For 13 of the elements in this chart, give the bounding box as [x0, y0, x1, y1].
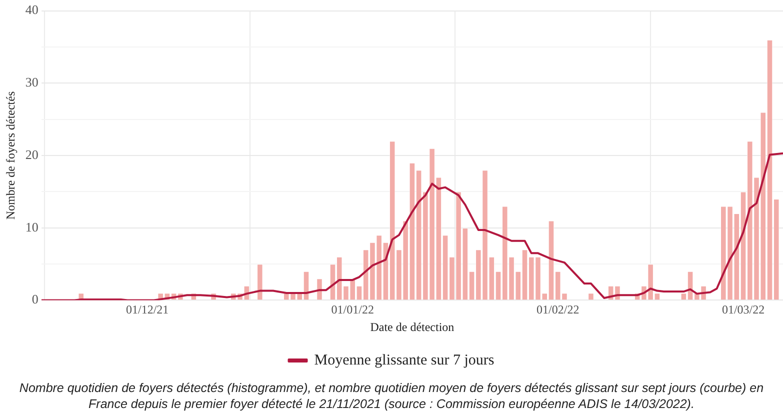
x-tick-label: 01/12/21 — [126, 302, 169, 317]
x-tick-label: 01/03/22 — [722, 302, 765, 317]
y-axis-title: Nombre de foyers détectés — [3, 91, 18, 220]
y-tick-label: 40 — [25, 2, 38, 18]
y-tick-label: 30 — [25, 74, 38, 90]
x-tick-label: 01/02/22 — [536, 302, 580, 317]
text: Nombre quotidien de foyers détectés (histogramme), et nombre quotidien moyen de foyers détectés glissant sur sept jours (courbe) en France depuis le premier foyer détecté le 21/11/2021 (source : Commission européenne ADIS le 14/03/2022). — [18, 380, 765, 412]
y-tick-label: 0 — [32, 292, 38, 307]
x-axis-title: Date de détection — [370, 320, 454, 334]
y-tick-label: 20 — [25, 146, 38, 162]
x-tick-label: 01/01/22 — [331, 302, 374, 317]
y-tick-label: 10 — [25, 219, 38, 234]
legend-label: Moyenne glissante sur 7 jours — [314, 352, 494, 368]
